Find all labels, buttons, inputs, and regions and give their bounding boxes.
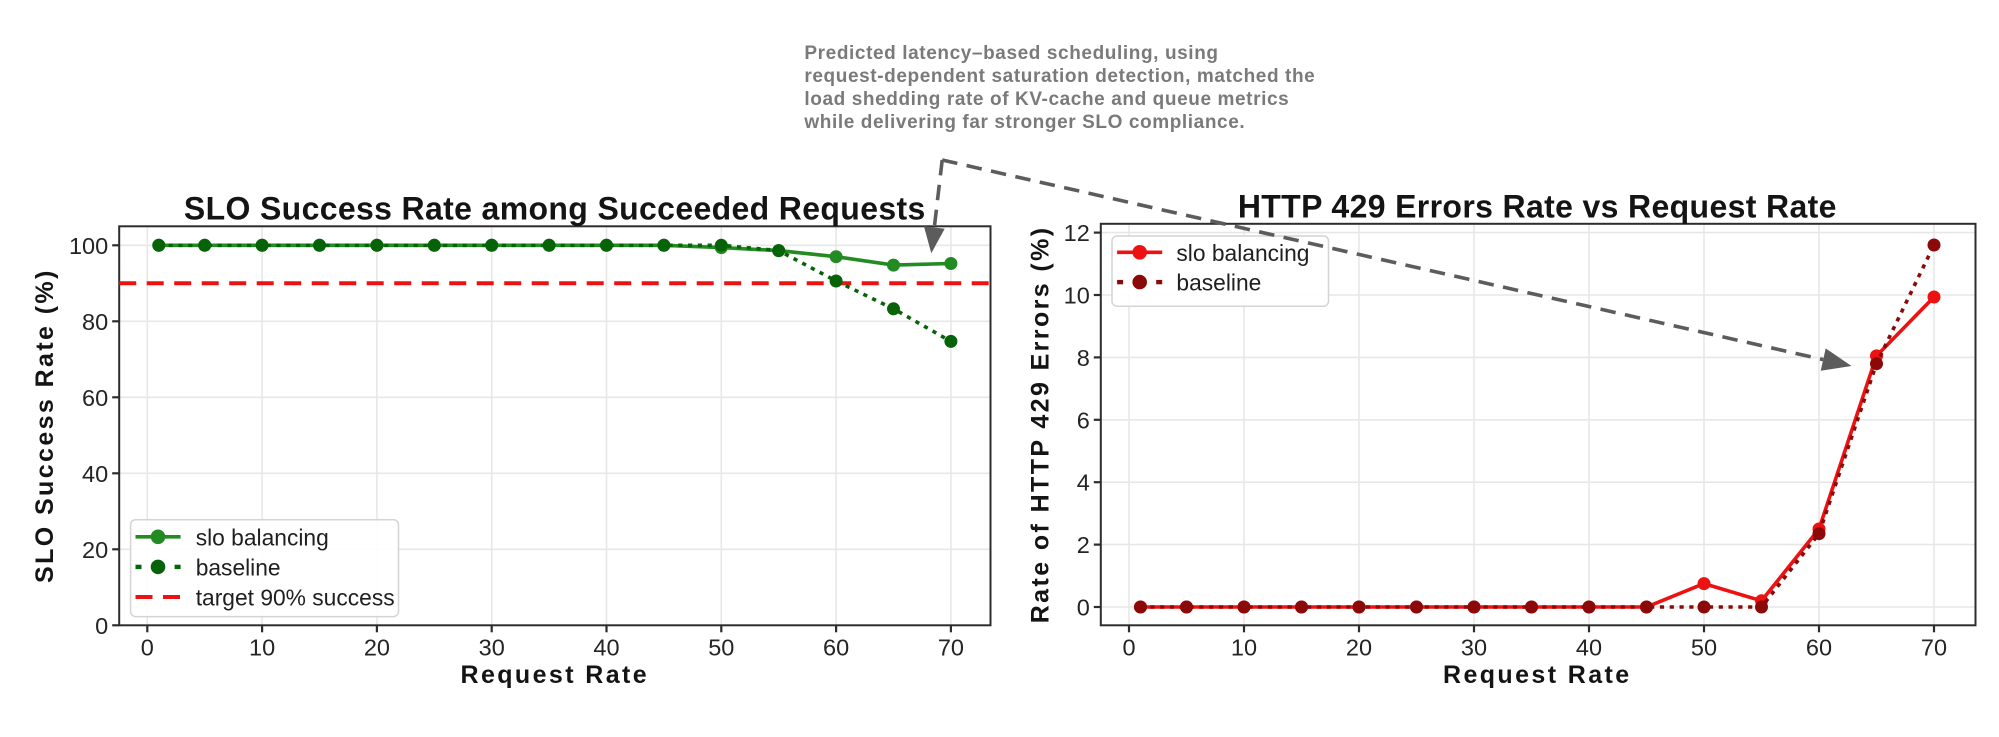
svg-text:2: 2 (1077, 532, 1090, 558)
svg-text:slo balancing: slo balancing (1176, 240, 1309, 266)
svg-text:40: 40 (593, 635, 619, 661)
svg-text:4: 4 (1077, 470, 1090, 496)
svg-text:50: 50 (708, 635, 734, 661)
svg-text:SLO Success Rate (%): SLO Success Rate (%) (31, 268, 59, 583)
svg-text:50: 50 (1691, 635, 1717, 661)
svg-text:target 90% success: target 90% success (196, 585, 395, 611)
svg-text:100: 100 (69, 233, 108, 259)
svg-text:slo balancing: slo balancing (196, 524, 329, 550)
svg-text:while delivering far stronger: while delivering far stronger SLO compli… (803, 112, 1245, 133)
svg-text:60: 60 (1806, 635, 1832, 661)
svg-text:load shedding rate of KV-cache: load shedding rate of KV-cache and queue… (804, 89, 1289, 110)
svg-text:6: 6 (1077, 407, 1090, 433)
svg-text:60: 60 (82, 385, 108, 411)
svg-text:request-dependent saturation d: request-dependent saturation detection, … (804, 66, 1315, 87)
svg-text:20: 20 (1346, 635, 1372, 661)
svg-text:20: 20 (364, 635, 390, 661)
svg-text:10: 10 (1231, 635, 1257, 661)
svg-text:0: 0 (141, 635, 154, 661)
svg-text:0: 0 (1077, 595, 1090, 621)
svg-text:0: 0 (1122, 635, 1135, 661)
svg-text:30: 30 (479, 635, 505, 661)
svg-text:Rate of HTTP 429 Errors (%): Rate of HTTP 429 Errors (%) (1027, 226, 1055, 624)
svg-text:40: 40 (82, 461, 108, 487)
svg-text:40: 40 (1576, 635, 1602, 661)
svg-text:10: 10 (249, 635, 275, 661)
svg-text:HTTP 429 Errors Rate vs Reques: HTTP 429 Errors Rate vs Request Rate (1238, 189, 1837, 225)
svg-text:baseline: baseline (1176, 270, 1261, 296)
svg-text:8: 8 (1077, 345, 1090, 371)
svg-text:SLO Success Rate among Succeed: SLO Success Rate among Succeeded Request… (184, 191, 926, 227)
svg-text:30: 30 (1461, 635, 1487, 661)
svg-text:0: 0 (95, 613, 108, 639)
svg-text:10: 10 (1064, 283, 1090, 309)
svg-text:20: 20 (82, 537, 108, 563)
svg-text:Request Rate: Request Rate (461, 661, 650, 689)
svg-text:baseline: baseline (196, 554, 281, 580)
svg-text:70: 70 (1921, 635, 1947, 661)
svg-text:Predicted latency–based schedu: Predicted latency–based scheduling, usin… (804, 43, 1218, 64)
svg-text:Request Rate: Request Rate (1443, 661, 1632, 689)
svg-text:60: 60 (823, 635, 849, 661)
svg-text:80: 80 (82, 309, 108, 335)
svg-text:12: 12 (1064, 220, 1090, 246)
svg-text:70: 70 (938, 635, 964, 661)
